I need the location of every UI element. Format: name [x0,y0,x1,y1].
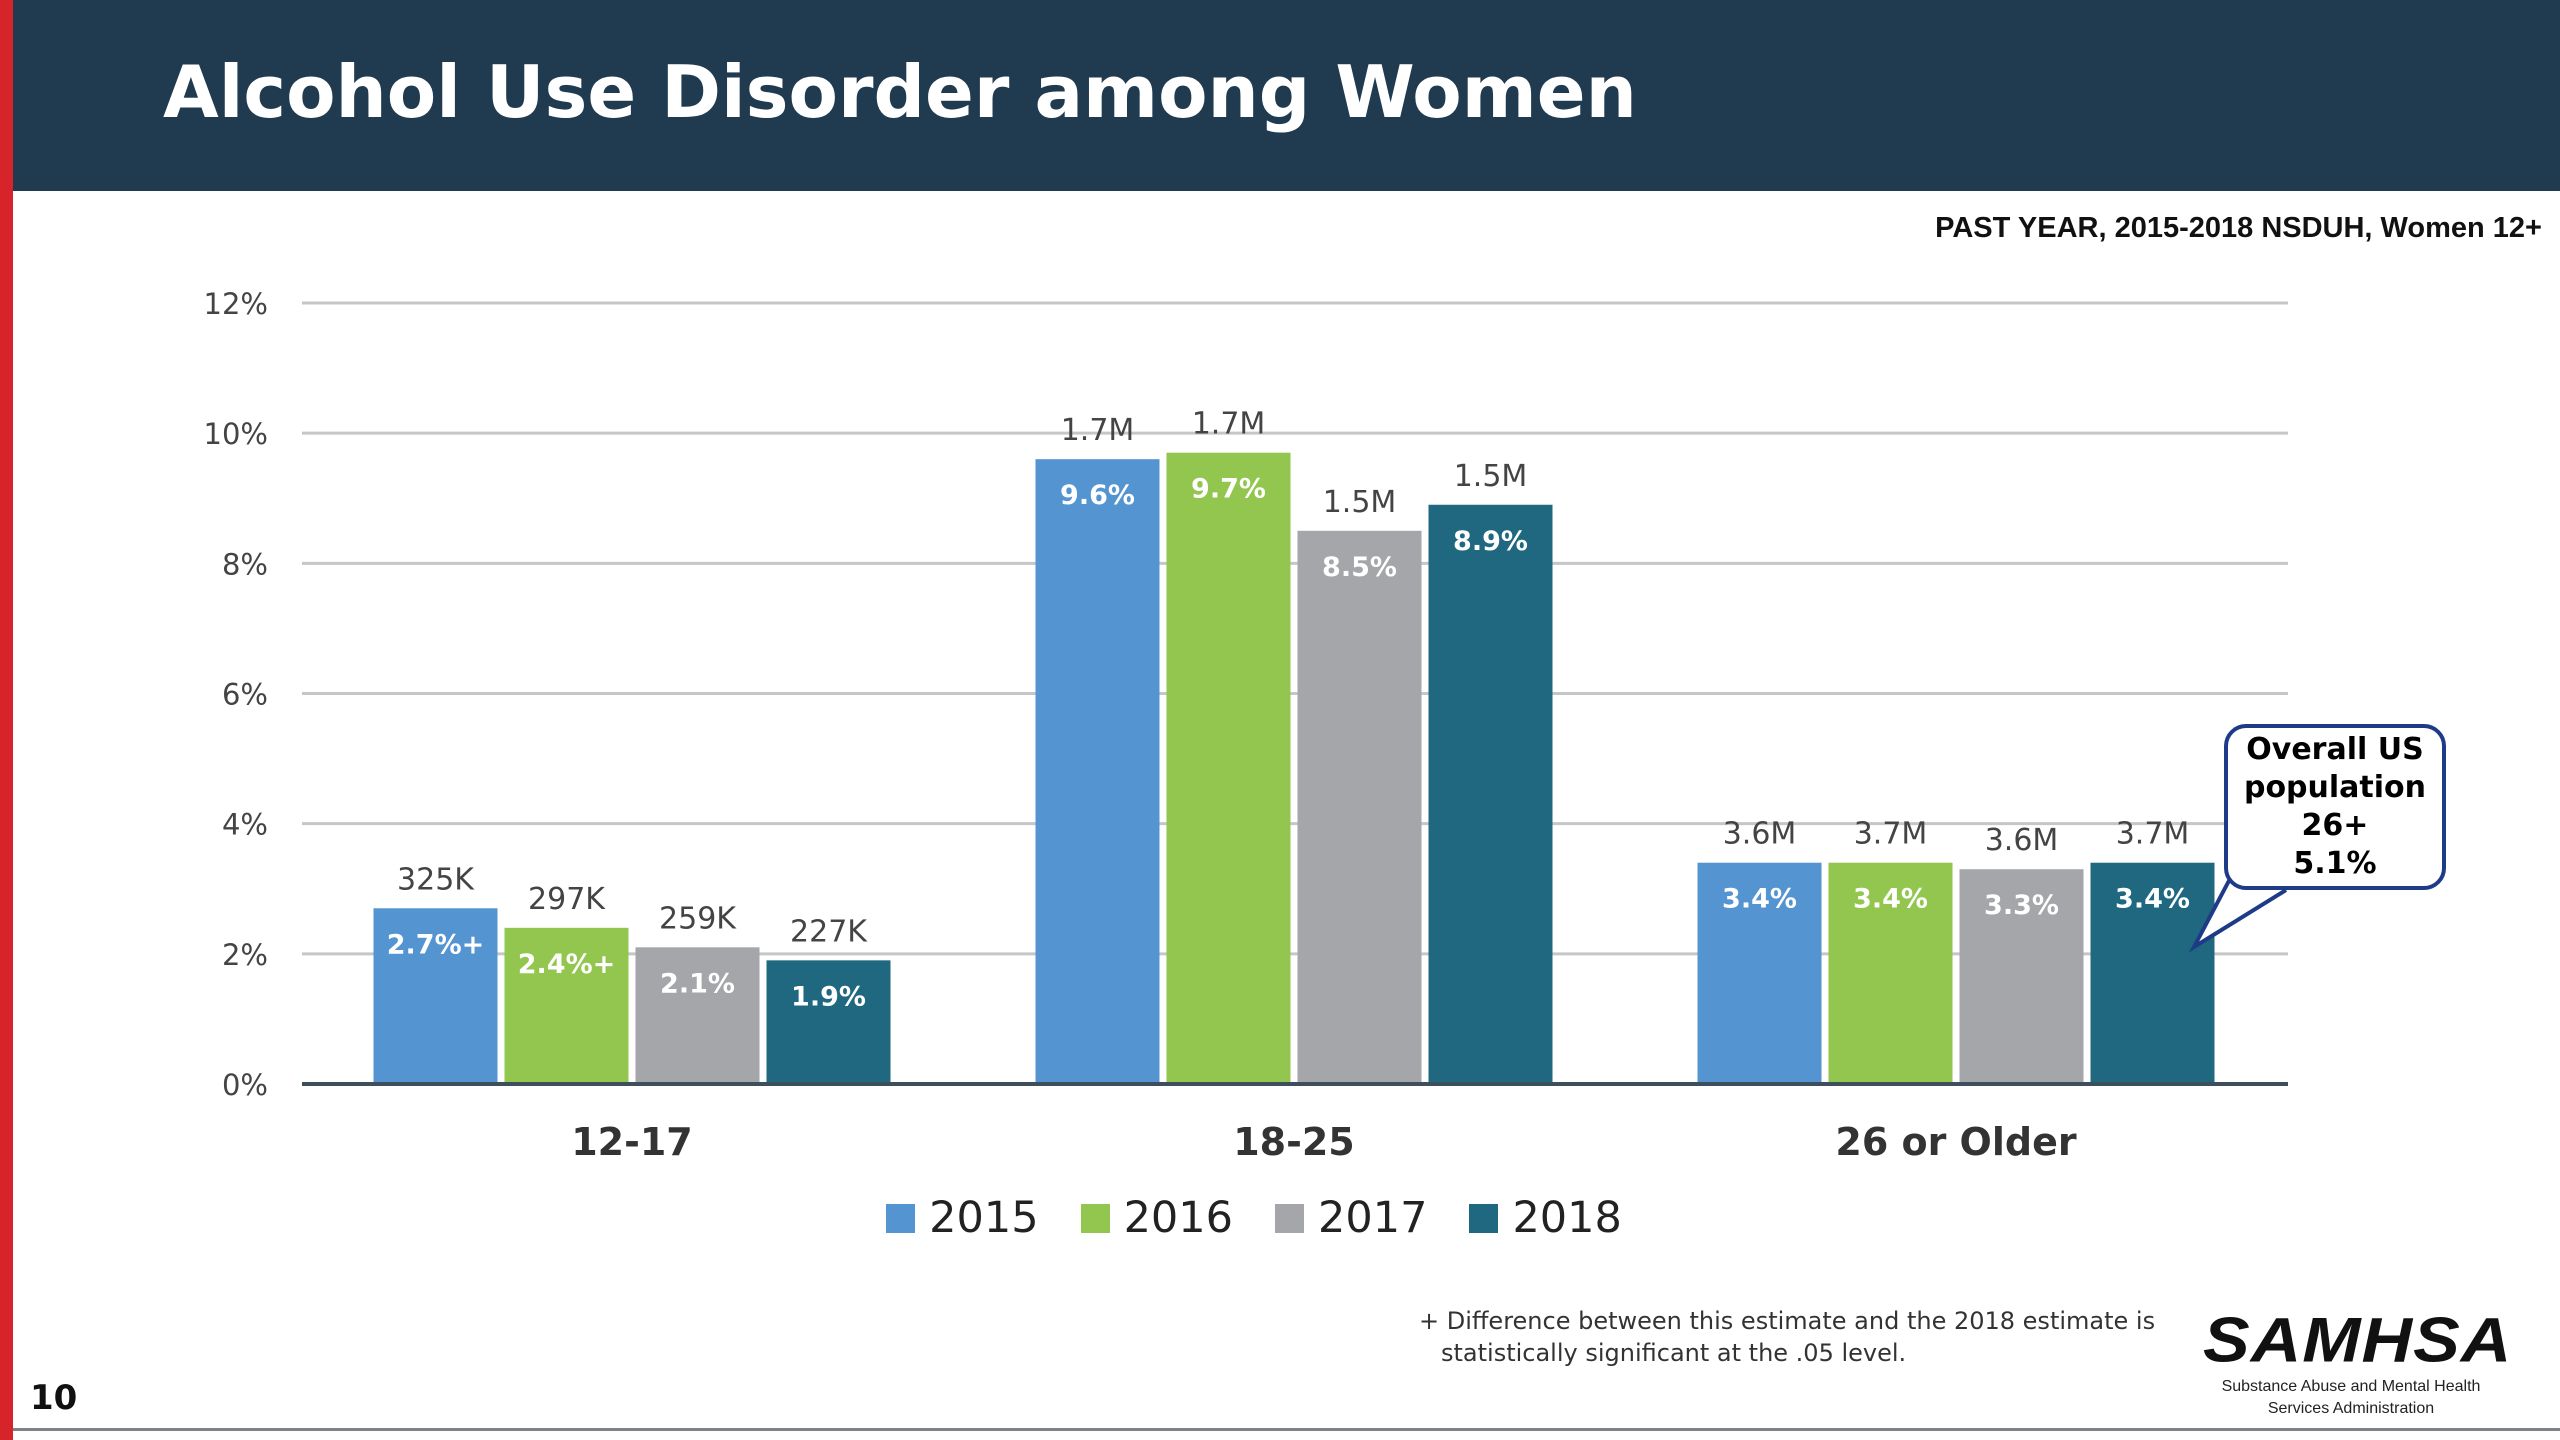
footnote-line: statistically significant at the .05 lev… [1441,1339,1907,1368]
logo-subtitle: Services Administration [2267,1400,2435,1417]
legend-label-2015: 2015 [929,1193,1039,1243]
bar-percent-label: 3.4% [1853,884,1928,915]
bar-2017-1 [1297,530,1422,1084]
legend-item-2018: 2018 [1469,1193,1622,1243]
callout-line: Overall US [2246,731,2424,767]
bar-count-label: 1.5M [1323,485,1397,520]
y-axis-ticks: 0% 2% 4% 6% 8% 10% 12% [204,287,268,1102]
bar-2016-1 [1166,452,1291,1085]
y-tick-label: 6% [222,678,268,712]
bar-percent-label: 3.4% [1722,884,1797,915]
bar-count-label: 3.7M [2116,817,2190,852]
legend-label-2018: 2018 [1512,1193,1622,1243]
bar-2018-2 [2090,862,2215,1084]
x-category-label: 26 or Older [1835,1120,2076,1164]
title-bar [13,0,2560,191]
bar-2017-0 [635,947,760,1084]
legend: 2015 2016 2017 2018 [0,1193,2534,1243]
bar-2017-2 [1959,869,2084,1084]
bar-percent-label: 3.3% [1984,890,2059,921]
bar-2018-0 [766,960,891,1084]
bar-percent-label: 2.7%+ [387,929,485,960]
legend-label-2017: 2017 [1318,1193,1428,1243]
callout-line: population [2243,769,2427,805]
bar-count-label: 3.7M [1854,817,1928,852]
callout-line: 26+ [2301,808,2369,843]
chart-subtitle: PAST YEAR, 2015-2018 NSDUH, Women 12+ [1935,212,2542,244]
y-tick-label: 2% [222,938,268,972]
y-tick-label: 0% [222,1068,268,1102]
page-number: 10 [30,1378,78,1418]
bar-percent-label: 2.4%+ [518,949,616,980]
x-category-label: 12-17 [571,1120,693,1164]
overall-population-callout: Overall US population 26+ 5.1% [2224,724,2446,890]
bar-count-label: 259K [659,901,737,936]
bar-2016-2 [1828,862,1953,1084]
bar-count-label: 3.6M [1985,823,2059,858]
accent-stripe [0,0,13,1440]
bar-percent-label: 8.9% [1453,526,1528,557]
bar-percent-label: 3.4% [2115,884,2190,915]
bar-count-label: 3.6M [1723,817,1797,852]
bar-2018-1 [1428,504,1553,1085]
legend-label-2016: 2016 [1123,1193,1233,1243]
bar-count-label: 325K [397,862,475,897]
y-tick-label: 8% [222,547,268,581]
legend-item-2015: 2015 [886,1193,1039,1243]
bar-count-label: 1.7M [1061,413,1135,448]
bar-percent-label: 8.5% [1322,552,1397,583]
bar-percent-label: 2.1% [660,968,735,999]
legend-swatch-2015 [886,1203,916,1233]
bar-2015-2 [1697,862,1822,1084]
legend-swatch-2018 [1469,1203,1499,1233]
legend-swatch-2016 [1080,1203,1110,1233]
legend-item-2016: 2016 [1080,1193,1233,1243]
y-tick-label: 4% [222,808,268,842]
callout-line: 5.1% [2293,846,2377,882]
bars: 2.7%+ 325K 9.6% 1.7M 3.4% 3.6M 2.4%+ 297K 9.7% 1.… [373,407,2215,1085]
bar-percent-label: 1.9% [791,981,866,1012]
samhsa-logo: SAMHSA Substance Abuse and Mental Health… [2203,1304,2513,1425]
legend-swatch-2017 [1275,1203,1304,1233]
gridlines [302,301,2288,956]
bar-percent-label: 9.6% [1060,480,1135,511]
bar-count-label: 227K [790,914,868,949]
bar-2016-0 [504,927,629,1084]
bar-2015-0 [373,908,498,1084]
bar-count-label: 297K [528,882,606,917]
slide-title: Alcohol Use Disorder among Women [163,50,1637,134]
x-category-label: 18-25 [1233,1120,1355,1164]
y-tick-label: 12% [204,287,268,321]
x-axis-categories: 12-17 18-25 26 or Older [571,1120,2077,1164]
y-tick-label: 10% [204,417,268,451]
bar-2015-1 [1035,459,1160,1084]
bar-count-label: 1.7M [1192,407,1266,442]
callout-pointer [2188,874,2288,953]
footnote-line: + Difference between this estimate and t… [1419,1307,2156,1335]
bar-percent-label: 9.7% [1191,474,1266,505]
significance-footnote: + Difference between this estimate and t… [1419,1305,2155,1370]
logo-wordmark: SAMHSA [2203,1304,2513,1376]
legend-item-2017: 2017 [1275,1193,1427,1243]
bottom-rule [13,1428,2560,1431]
logo-subtitle: Substance Abuse and Mental Health [2221,1378,2481,1395]
bar-count-label: 1.5M [1454,459,1528,494]
